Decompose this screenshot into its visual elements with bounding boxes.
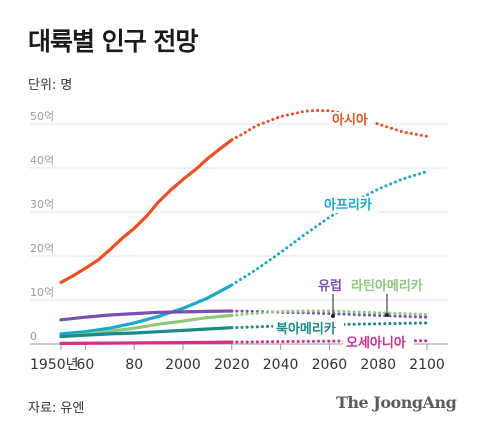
series-line-actual [59, 138, 234, 284]
series-line-projection [230, 108, 429, 142]
y-tick-label: 10억 [30, 286, 54, 299]
series-line-actual [59, 340, 234, 345]
series-line-actual [59, 326, 234, 339]
x-tick-label: 2080 [360, 357, 396, 373]
x-tick-label: 2100 [409, 357, 445, 373]
x-tick-label: 2060 [312, 357, 348, 373]
x-tick-label: 1950년 [30, 357, 79, 373]
source-label: 자료: 유엔 [28, 401, 85, 416]
series-label-bg [343, 335, 414, 351]
series-line-actual [59, 309, 234, 322]
series-label: 아시아 [332, 112, 368, 128]
x-tick-label: 2040 [263, 357, 299, 373]
y-tick-label: 0 [30, 330, 37, 343]
x-tick-label: 2020 [214, 357, 250, 373]
x-tick-label: 60 [76, 357, 94, 373]
series-label-bg [321, 197, 379, 213]
chart-title: 대륙별 인구 전망 [28, 27, 198, 56]
x-tick-label: 80 [125, 357, 143, 373]
series-label: 아프리카 [324, 197, 372, 213]
series-label-bg [273, 321, 344, 337]
series-line-projection [230, 309, 429, 317]
series-label: 오세아니아 [346, 335, 406, 351]
y-tick-label: 40억 [30, 154, 54, 167]
y-tick-label: 50억 [30, 110, 54, 123]
series-line-projection [230, 309, 429, 319]
series-label-bg [348, 278, 432, 294]
series-label-leader-dot [385, 313, 389, 317]
y-tick-label: 30억 [30, 198, 54, 211]
series-label-bg [329, 112, 374, 128]
series-label: 북아메리카 [276, 321, 336, 337]
brand-logo: The JoongAng [336, 393, 457, 412]
y-tick-label: 20억 [30, 242, 54, 255]
series-label-leader-dot [331, 314, 335, 318]
series-line-projection [230, 170, 429, 287]
series-line-actual [59, 283, 234, 336]
series-label-bg [315, 278, 347, 294]
unit-label: 단위: 명 [28, 78, 73, 93]
x-tick-label: 2000 [165, 357, 201, 373]
series-label: 유럽 [318, 279, 342, 294]
series-label: 라틴아메리카 [351, 278, 423, 294]
